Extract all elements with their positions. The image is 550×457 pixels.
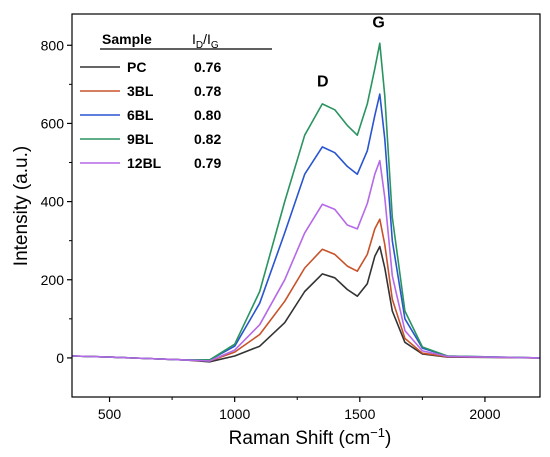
series-line-9bl bbox=[71, 42, 541, 361]
x-axis-title-close: ) bbox=[385, 428, 391, 449]
series-line-12bl bbox=[71, 159, 541, 362]
legend-row-pc: PC 0.76 bbox=[80, 59, 221, 75]
legend-header-ratio: ID/IG bbox=[192, 31, 219, 51]
x-tick-label: 2000 bbox=[469, 406, 500, 422]
y-tick-label: 400 bbox=[41, 194, 65, 210]
legend-row-12bl: 12BL 0.79 bbox=[80, 155, 221, 171]
y-axis-title: Intensity (a.u.) bbox=[11, 146, 32, 266]
y-tick-label: 0 bbox=[56, 350, 64, 366]
legend-label: 9BL bbox=[127, 131, 154, 147]
x-tick-label: 500 bbox=[98, 406, 122, 422]
legend-ratio: 0.78 bbox=[194, 83, 221, 99]
peak-label-d: D bbox=[317, 73, 329, 90]
plot-frame bbox=[71, 13, 541, 398]
legend-ratio: 0.80 bbox=[194, 107, 221, 123]
legend-label: 3BL bbox=[127, 83, 154, 99]
legend-header-ratio-slash: /I bbox=[203, 31, 211, 47]
legend-label: PC bbox=[127, 59, 146, 75]
peak-labels: DG bbox=[317, 15, 385, 91]
legend-header-ratio-sub-d: D bbox=[196, 40, 203, 51]
x-axis-title-superscript: −1 bbox=[370, 425, 385, 440]
legend-ratio: 0.79 bbox=[194, 155, 221, 171]
x-tick-label: 1500 bbox=[344, 406, 375, 422]
legend-ratio: 0.76 bbox=[194, 59, 221, 75]
y-tick-label: 600 bbox=[41, 115, 65, 131]
legend-row-9bl: 9BL 0.82 bbox=[80, 131, 221, 147]
legend-label: 12BL bbox=[127, 155, 162, 171]
legend-header-sample: Sample bbox=[102, 31, 152, 47]
x-axis-title-main: Raman Shift (cm bbox=[229, 428, 370, 449]
peak-label-g: G bbox=[372, 15, 384, 32]
series-line-pc bbox=[71, 245, 541, 363]
x-axis-ticks: 500 1000 1500 2000 bbox=[98, 397, 501, 422]
legend-ratio: 0.82 bbox=[194, 131, 221, 147]
y-axis-ticks: 0 200 400 600 800 bbox=[41, 37, 72, 366]
plot-area bbox=[71, 42, 541, 363]
x-axis-title: Raman Shift (cm−1) bbox=[229, 425, 392, 449]
legend-header-ratio-i: I bbox=[192, 31, 196, 47]
legend-row-3bl: 3BL 0.78 bbox=[80, 83, 221, 99]
legend: Sample ID/IG PC 0.76 3BL 0.78 6BL 0.80 9BL 0.82… bbox=[80, 31, 272, 171]
legend-row-6bl: 6BL 0.80 bbox=[80, 107, 221, 123]
legend-header-ratio-sub-g: G bbox=[211, 40, 219, 51]
y-tick-label: 800 bbox=[41, 37, 65, 53]
x-tick-label: 1000 bbox=[219, 406, 250, 422]
y-tick-label: 200 bbox=[41, 272, 65, 288]
legend-rows: PC 0.76 3BL 0.78 6BL 0.80 9BL 0.82 12BL 0.79 bbox=[80, 59, 221, 171]
legend-label: 6BL bbox=[127, 107, 154, 123]
